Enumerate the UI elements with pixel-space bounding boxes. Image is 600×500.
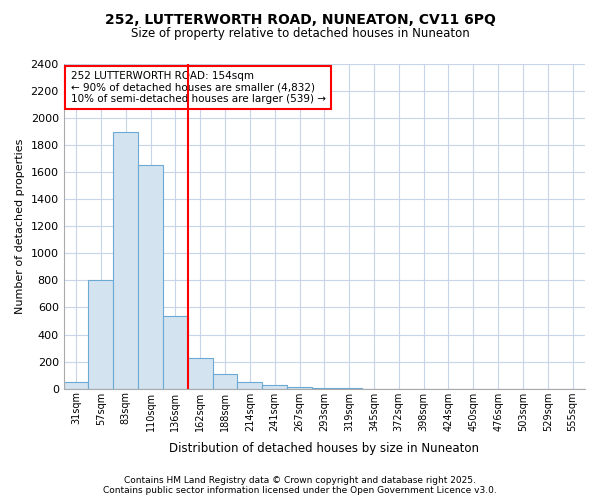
Bar	[138, 166, 163, 388]
Bar	[262, 385, 287, 388]
Text: 252, LUTTERWORTH ROAD, NUNEATON, CV11 6PQ: 252, LUTTERWORTH ROAD, NUNEATON, CV11 6P…	[104, 12, 496, 26]
Bar	[212, 374, 238, 388]
Bar	[188, 358, 212, 388]
X-axis label: Distribution of detached houses by size in Nuneaton: Distribution of detached houses by size …	[169, 442, 479, 455]
Bar	[64, 382, 88, 388]
Text: 252 LUTTERWORTH ROAD: 154sqm
← 90% of detached houses are smaller (4,832)
10% of: 252 LUTTERWORTH ROAD: 154sqm ← 90% of de…	[71, 71, 326, 104]
Bar	[113, 132, 138, 388]
Bar	[287, 386, 312, 388]
Text: Contains HM Land Registry data © Crown copyright and database right 2025.
Contai: Contains HM Land Registry data © Crown c…	[103, 476, 497, 495]
Text: Size of property relative to detached houses in Nuneaton: Size of property relative to detached ho…	[131, 28, 469, 40]
Bar	[88, 280, 113, 388]
Bar	[163, 316, 188, 388]
Bar	[238, 382, 262, 388]
Y-axis label: Number of detached properties: Number of detached properties	[15, 138, 25, 314]
